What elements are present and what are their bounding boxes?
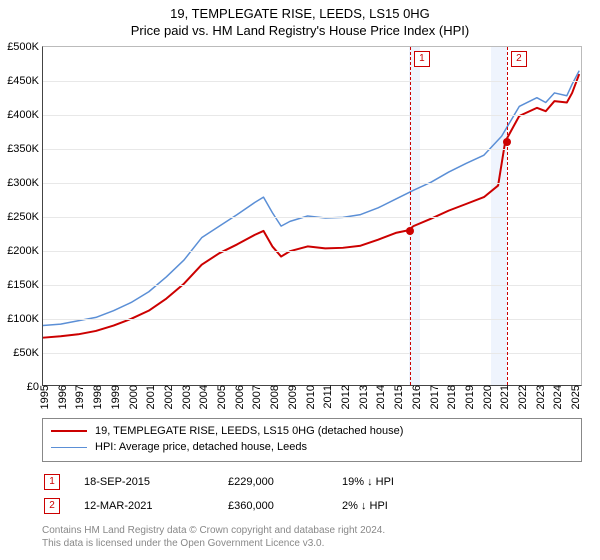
x-tick-label: 2013 <box>356 385 370 409</box>
sale-marker-label: 1 <box>414 51 430 67</box>
sale-row-price: £229,000 <box>228 476 318 488</box>
x-tick-label: 2002 <box>161 385 175 409</box>
gridline <box>43 81 581 82</box>
x-tick-label: 2011 <box>320 385 334 409</box>
x-tick-label: 2020 <box>480 385 494 409</box>
x-tick-label: 2007 <box>249 385 263 409</box>
x-tick-label: 2005 <box>214 385 228 409</box>
series-hpi <box>43 71 579 326</box>
y-tick-label: £400K <box>7 109 43 121</box>
sale-row-date: 12-MAR-2021 <box>84 500 204 512</box>
series-property <box>43 74 579 338</box>
y-tick-label: £350K <box>7 143 43 155</box>
legend-text: 19, TEMPLEGATE RISE, LEEDS, LS15 0HG (de… <box>95 425 403 437</box>
gridline <box>43 353 581 354</box>
x-tick-label: 2009 <box>285 385 299 409</box>
x-tick-label: 2000 <box>126 385 140 409</box>
x-tick-label: 2025 <box>568 385 582 409</box>
x-tick-label: 2014 <box>373 385 387 409</box>
sale-vline <box>410 47 411 385</box>
y-tick-label: £50K <box>13 347 43 359</box>
y-tick-label: £450K <box>7 75 43 87</box>
x-tick-label: 1996 <box>55 385 69 409</box>
x-tick-label: 2016 <box>409 385 423 409</box>
x-tick-label: 2006 <box>232 385 246 409</box>
sale-row-diff: 19% ↓ HPI <box>342 476 452 488</box>
x-tick-label: 1995 <box>37 385 51 409</box>
sale-vline <box>507 47 508 385</box>
sale-row: 1 18-SEP-2015 £229,000 19% ↓ HPI <box>42 470 582 494</box>
x-tick-label: 2021 <box>497 385 511 409</box>
gridline <box>43 251 581 252</box>
x-tick-label: 2015 <box>391 385 405 409</box>
gridline <box>43 115 581 116</box>
sales-table: 1 18-SEP-2015 £229,000 19% ↓ HPI 2 12-MAR-202… <box>42 470 582 518</box>
legend: 19, TEMPLEGATE RISE, LEEDS, LS15 0HG (de… <box>42 418 582 462</box>
legend-text: HPI: Average price, detached house, Leed… <box>95 441 307 453</box>
x-tick-label: 2024 <box>550 385 564 409</box>
x-tick-label: 2004 <box>196 385 210 409</box>
x-tick-label: 2019 <box>462 385 476 409</box>
x-tick-label: 2018 <box>444 385 458 409</box>
y-tick-label: £300K <box>7 177 43 189</box>
footer-line-2: This data is licensed under the Open Gov… <box>42 537 582 550</box>
x-tick-label: 2001 <box>143 385 157 409</box>
y-tick-label: £200K <box>7 245 43 257</box>
sale-row-marker: 1 <box>44 474 60 490</box>
gridline <box>43 285 581 286</box>
x-tick-label: 2012 <box>338 385 352 409</box>
gridline <box>43 149 581 150</box>
x-tick-label: 2022 <box>515 385 529 409</box>
x-tick-label: 2017 <box>427 385 441 409</box>
sale-row-date: 18-SEP-2015 <box>84 476 204 488</box>
legend-row: 19, TEMPLEGATE RISE, LEEDS, LS15 0HG (de… <box>51 423 573 439</box>
x-tick-label: 1998 <box>90 385 104 409</box>
sale-marker-label: 2 <box>511 51 527 67</box>
legend-swatch <box>51 447 87 448</box>
x-tick-label: 2010 <box>303 385 317 409</box>
sale-row-marker: 2 <box>44 498 60 514</box>
legend-swatch <box>51 430 87 432</box>
legend-row: HPI: Average price, detached house, Leed… <box>51 439 573 455</box>
gridline <box>43 319 581 320</box>
sale-row-price: £360,000 <box>228 500 318 512</box>
y-tick-label: £250K <box>7 211 43 223</box>
chart-svg <box>43 47 581 385</box>
chart-title-address: 19, TEMPLEGATE RISE, LEEDS, LS15 0HG <box>0 6 600 21</box>
chart-title-block: 19, TEMPLEGATE RISE, LEEDS, LS15 0HG Pri… <box>0 0 600 38</box>
sale-point-dot <box>406 227 414 235</box>
x-tick-label: 2023 <box>533 385 547 409</box>
y-tick-label: £150K <box>7 279 43 291</box>
chart-title-subtitle: Price paid vs. HM Land Registry's House … <box>0 23 600 38</box>
price-chart: £0£50K£100K£150K£200K£250K£300K£350K£400… <box>42 46 582 386</box>
gridline <box>43 183 581 184</box>
x-tick-label: 2008 <box>267 385 281 409</box>
sale-row: 2 12-MAR-2021 £360,000 2% ↓ HPI <box>42 494 582 518</box>
x-tick-label: 1999 <box>108 385 122 409</box>
y-tick-label: £500K <box>7 41 43 53</box>
footer-attribution: Contains HM Land Registry data © Crown c… <box>42 518 582 550</box>
sale-row-diff: 2% ↓ HPI <box>342 500 452 512</box>
sale-point-dot <box>503 138 511 146</box>
x-tick-label: 1997 <box>72 385 86 409</box>
footer-line-1: Contains HM Land Registry data © Crown c… <box>42 524 582 537</box>
x-tick-label: 2003 <box>179 385 193 409</box>
y-tick-label: £100K <box>7 313 43 325</box>
gridline <box>43 217 581 218</box>
